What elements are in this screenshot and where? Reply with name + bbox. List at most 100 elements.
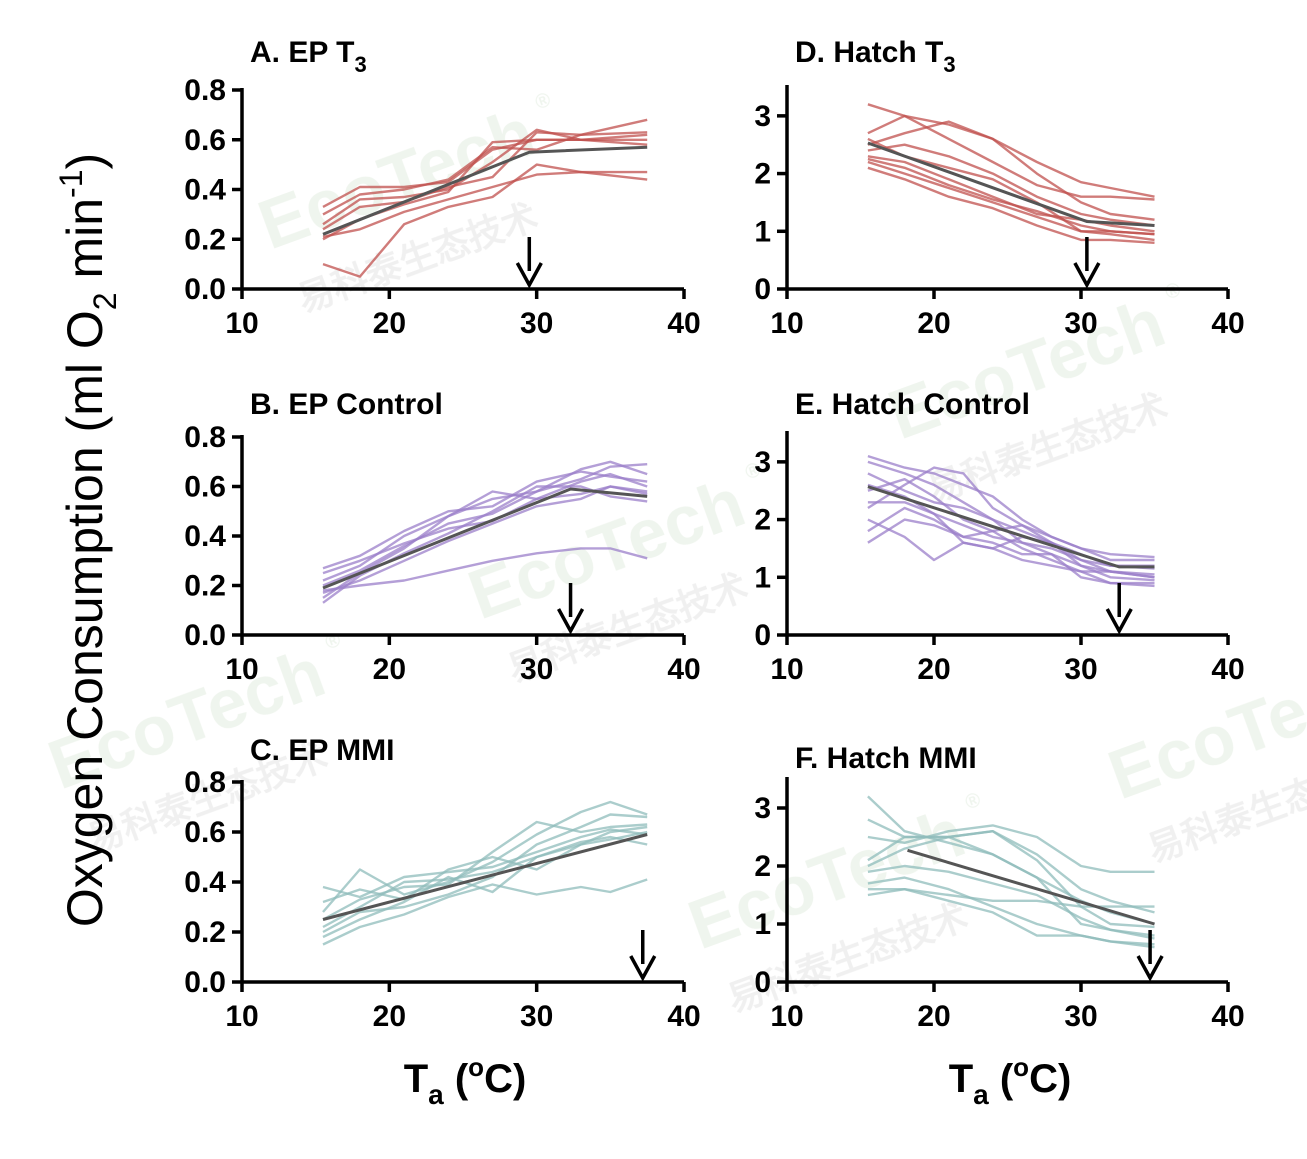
panel-d-individuals [867, 103, 1155, 244]
y-tick-label: 0.6 [184, 816, 226, 849]
individual-line-3 [322, 878, 648, 946]
y-tick-label: 1 [754, 561, 771, 594]
individual-line-8 [867, 120, 1155, 221]
watermark-5: EcoTech®易科泰生态技术 [1098, 643, 1307, 870]
y-tick-label: 0.4 [184, 520, 226, 553]
panel-d-title: D. Hatch T3 [795, 36, 956, 77]
x-tick-label: 40 [667, 653, 700, 686]
x-axis-label-right: Ta (oC) [949, 1052, 1072, 1110]
individual-line-7 [867, 143, 1155, 227]
arrow-head [1136, 955, 1164, 982]
arrow-head [1105, 608, 1133, 635]
panel-c-title: C. EP MMI [250, 734, 394, 767]
y-tick-label: 3 [754, 100, 771, 133]
x-tick-label: 40 [1211, 653, 1244, 686]
individual-line-2 [322, 813, 648, 934]
panel-e-mean-line [867, 485, 1155, 569]
individual-line-5 [867, 454, 1155, 559]
x-tick-label: 40 [667, 307, 700, 340]
panel-a-mean-line [322, 145, 648, 236]
individual-line-7 [322, 463, 648, 587]
individual-line-9 [867, 157, 1155, 236]
x-tick-label: 20 [917, 653, 950, 686]
panel-b-title: B. EP Control [250, 388, 443, 421]
y-tick-label: 0.8 [184, 766, 226, 799]
y-axis-label: Oxygen Consumption (ml O2 min-1) [53, 153, 123, 927]
y-tick-label: 0.4 [184, 866, 226, 899]
y-tick-label: 0.2 [184, 570, 226, 603]
individual-line-8 [322, 835, 648, 939]
y-tick-label: 3 [754, 446, 771, 479]
y-tick-label: 2 [754, 158, 771, 191]
panel-a-axes: 0.0 0.2 0.4 0.6 0.8 10 20 30 40 [184, 74, 700, 340]
x-tick-label: 20 [373, 307, 406, 340]
y-tick-label: 0 [754, 966, 771, 999]
individual-line-5 [322, 825, 648, 904]
watermark-reg: ® [532, 89, 554, 115]
individual-line-1 [867, 103, 1155, 198]
individual-line-1 [322, 460, 648, 599]
individual-line-6 [867, 166, 1155, 244]
x-tick-label: 40 [667, 1000, 700, 1033]
individual-line-7 [322, 820, 648, 921]
individual-line-7 [867, 824, 1155, 873]
individual-line-9 [867, 888, 1155, 949]
panel-e-individuals [867, 454, 1155, 588]
y-tick-label: 0.6 [184, 124, 226, 157]
individual-line-6 [322, 170, 648, 238]
panel-e-axes: 0 1 2 3 10 20 30 40 [754, 431, 1245, 686]
y-tick-label: 2 [754, 850, 771, 883]
y-tick-label: 0.6 [184, 471, 226, 504]
panel-d-axes: 0 1 2 3 10 20 30 40 [754, 85, 1245, 340]
panel-e-title: E. Hatch Control [795, 388, 1030, 421]
panel-b-mean-line [322, 487, 648, 590]
panel-c: C. EP MMI 0.0 0.2 0.4 0.6 0.8 10 20 30 40 [184, 734, 700, 1033]
individual-line-3 [322, 118, 648, 231]
y-tick-label: 0 [754, 273, 771, 306]
panel-c-individuals [322, 800, 648, 946]
y-tick-label: 0.4 [184, 174, 226, 207]
x-tick-label: 30 [1064, 653, 1097, 686]
x-tick-label: 10 [770, 307, 803, 340]
x-axis-label-left: Ta (oC) [404, 1052, 527, 1110]
panel-f: F. Hatch MMI 0 1 2 3 10 20 30 40 [754, 742, 1244, 1033]
y-tick-label: 3 [754, 792, 771, 825]
individual-line-2 [322, 163, 648, 278]
y-tick-label: 2 [754, 504, 771, 537]
y-tick-label: 0.2 [184, 223, 226, 256]
individual-line-1 [322, 828, 648, 899]
panel-f-mean-line [907, 848, 1155, 926]
x-tick-label: 40 [1211, 307, 1244, 340]
panel-a-title: A. EP T3 [250, 36, 367, 77]
individual-line-2 [867, 506, 1155, 562]
panel-c-mean-line [322, 833, 648, 921]
individual-line-1 [867, 460, 1155, 579]
y-tick-label: 1 [754, 908, 771, 941]
individual-line-6 [322, 470, 648, 570]
individual-line-3 [867, 114, 1155, 201]
panel-c-axes: 0.0 0.2 0.4 0.6 0.8 10 20 30 40 [184, 766, 700, 1033]
panel-f-axes: 0 1 2 3 10 20 30 40 [754, 777, 1245, 1033]
panel-f-title: F. Hatch MMI [795, 742, 977, 775]
y-tick-label: 0 [754, 619, 771, 652]
x-tick-label: 20 [917, 307, 950, 340]
x-tick-label: 20 [373, 653, 406, 686]
panel-b: B. EP Control 0.0 0.2 0.4 0.6 0.8 10 20 30 40 [184, 388, 700, 686]
individual-line-8 [867, 864, 1155, 937]
watermark-reg: ® [962, 789, 984, 815]
individual-line-6 [322, 830, 648, 929]
individual-line-10 [867, 501, 1155, 585]
y-tick-label: 0.8 [184, 74, 226, 107]
x-tick-label: 30 [520, 653, 553, 686]
panel-e-arrow [1105, 583, 1133, 635]
arrow-head [629, 955, 657, 982]
arrow-head [557, 608, 585, 635]
watermark-reg: ® [322, 629, 344, 655]
panel-e: E. Hatch Control 0 1 2 3 10 20 30 40 [754, 388, 1244, 686]
x-tick-label: 30 [520, 1000, 553, 1033]
individual-line-2 [322, 547, 648, 592]
x-tick-label: 10 [770, 1000, 803, 1033]
panel-d-mean-line [867, 141, 1155, 227]
watermark-reg: ® [1162, 279, 1184, 305]
x-tick-label: 10 [225, 653, 258, 686]
